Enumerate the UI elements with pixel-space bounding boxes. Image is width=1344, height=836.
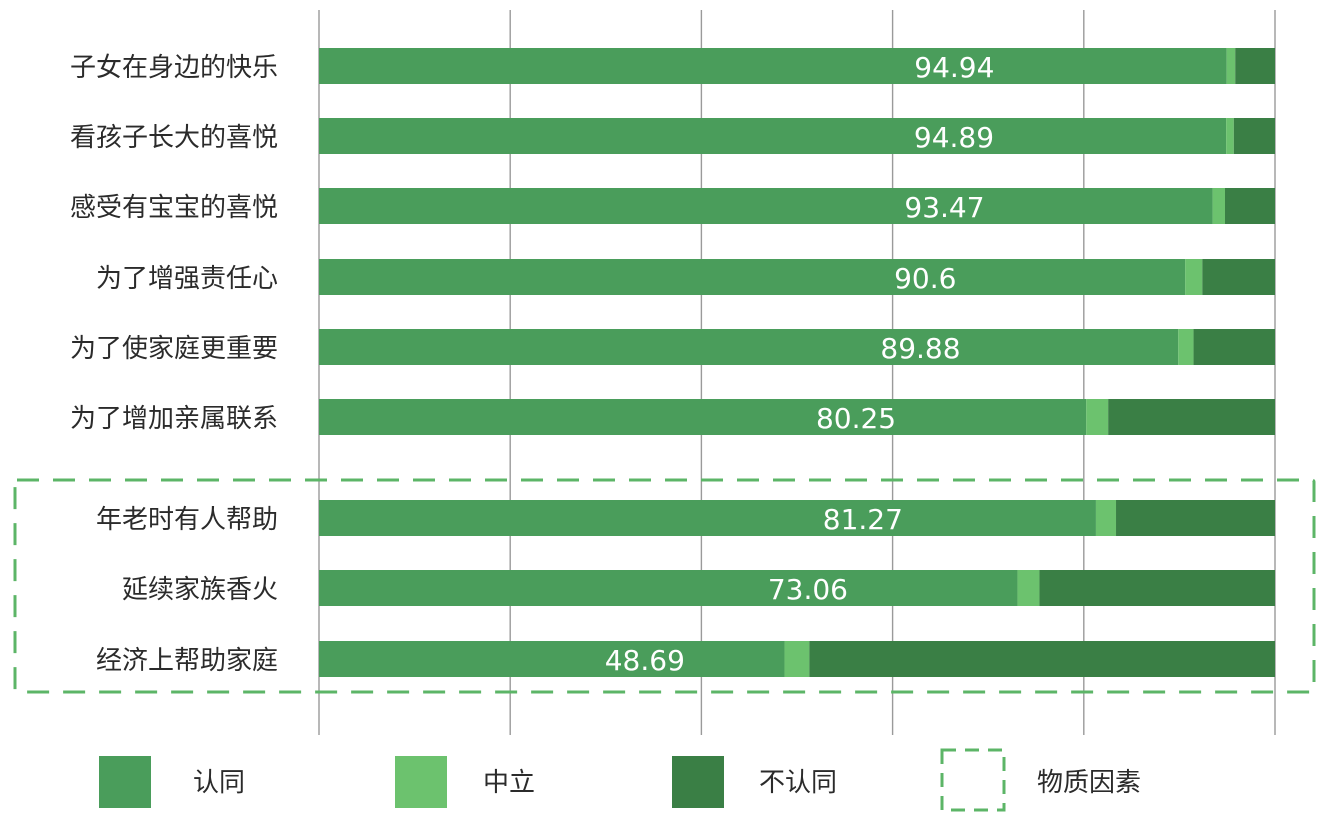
legend-swatch-disagree (672, 756, 724, 808)
bar-segment-disagree (1193, 329, 1275, 365)
legend-label-material: 物质因素 (1037, 768, 1141, 798)
data-label: 48.69 (605, 644, 685, 677)
data-label: 93.47 (904, 191, 984, 224)
category-label: 为了使家庭更重要 (70, 334, 278, 364)
bar-segment-disagree (1039, 570, 1275, 606)
bar-segment-disagree (1202, 259, 1275, 295)
bar-segment-neutral (1226, 118, 1234, 154)
bar-segment-disagree (1225, 188, 1275, 224)
category-labels: 子女在身边的快乐看孩子长大的喜悦感受有宝宝的喜悦为了增强责任心为了使家庭更重要为… (70, 53, 278, 676)
category-label: 经济上帮助家庭 (96, 646, 278, 676)
category-label: 为了增加亲属联系 (70, 404, 278, 434)
legend-label-agree: 认同 (193, 768, 245, 798)
bar-segment-disagree (1233, 118, 1275, 154)
bar-segment-disagree (1116, 500, 1275, 536)
bar-segment-agree (319, 641, 785, 677)
bar-segment-agree (319, 259, 1186, 295)
category-label: 年老时有人帮助 (96, 505, 278, 535)
bar-segment-neutral (1212, 188, 1226, 224)
bar-segment-disagree (1235, 48, 1275, 84)
legend-swatch-neutral (395, 756, 447, 808)
bar-segment-agree (319, 188, 1213, 224)
bar-segment-agree (319, 329, 1179, 365)
bar-segment-agree (319, 48, 1227, 84)
bars (319, 48, 1275, 677)
bar-segment-agree (319, 399, 1087, 435)
bar-segment-neutral (1185, 259, 1203, 295)
bar-segment-neutral (784, 641, 810, 677)
bar-segment-disagree (1108, 399, 1275, 435)
bar-segment-agree (319, 500, 1096, 536)
category-label: 感受有宝宝的喜悦 (70, 193, 278, 223)
bar-segment-neutral (1095, 500, 1117, 536)
data-label: 94.94 (914, 51, 994, 84)
data-label: 89.88 (880, 332, 960, 365)
bar-segment-agree (319, 570, 1018, 606)
data-label: 80.25 (816, 402, 896, 435)
data-label: 81.27 (823, 503, 903, 536)
category-label: 延续家族香火 (122, 575, 278, 605)
bar-segment-neutral (1226, 48, 1236, 84)
category-label: 为了增强责任心 (96, 264, 278, 294)
category-label: 看孩子长大的喜悦 (70, 123, 278, 153)
bar-segment-agree (319, 118, 1227, 154)
legend-label-neutral: 中立 (483, 768, 535, 798)
bar-segment-disagree (809, 641, 1275, 677)
legend-swatch-agree (99, 756, 151, 808)
legend-swatch-material (940, 748, 1006, 812)
data-label: 90.6 (894, 262, 956, 295)
value-labels: 94.94 94.89 93.47 90.6 89.88 80.25 81.27 73.06 4… (605, 51, 995, 677)
legend-label-disagree: 不认同 (759, 768, 837, 798)
legend: 认同 中立 不认同 物质因素 (99, 748, 1141, 812)
data-label: 73.06 (768, 573, 848, 606)
category-label: 子女在身边的快乐 (70, 53, 278, 83)
bar-segment-neutral (1017, 570, 1040, 606)
data-label: 94.89 (914, 121, 994, 154)
bar-segment-neutral (1178, 329, 1194, 365)
bar-segment-neutral (1086, 399, 1109, 435)
